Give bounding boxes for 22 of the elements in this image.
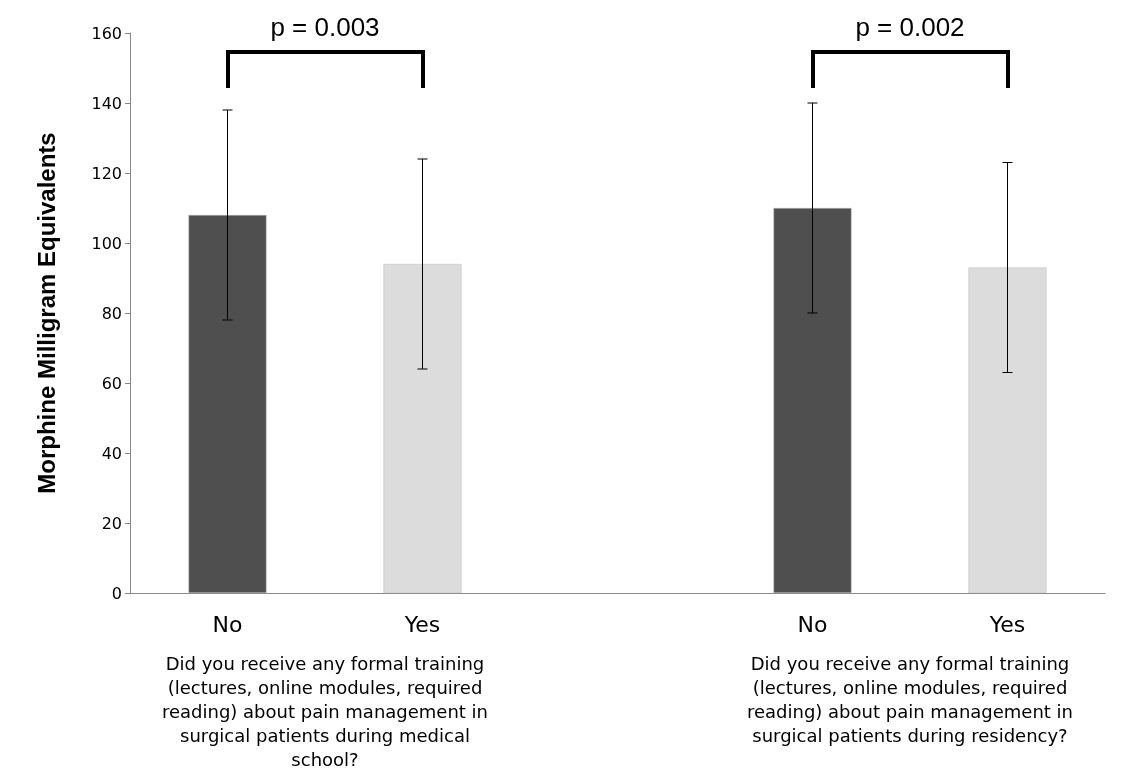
y-tick-label: 60 <box>101 373 122 393</box>
text: Did you receive any formal training (lectures, online modules, required reading) about pain management in surgical patients during residency? <box>745 652 1075 748</box>
y-tick-label: 20 <box>101 513 122 533</box>
annotation: p = 0.003 <box>270 12 380 43</box>
y-tick-label: 40 <box>101 443 122 463</box>
bar <box>968 267 1047 593</box>
bar <box>773 208 852 593</box>
bar <box>383 264 462 593</box>
text: Did you receive any formal training (lectures, online modules, required reading) about pain management in surgical patients during medical school? <box>160 652 490 772</box>
y-tick-label: 80 <box>101 303 122 323</box>
y-tick-label: 0 <box>111 583 122 603</box>
y-tick-label: 160 <box>91 23 122 43</box>
y-tick-label: 140 <box>91 93 122 113</box>
x-tick-label: No <box>212 611 243 637</box>
x-tick-label: No <box>797 611 828 637</box>
bar <box>188 215 267 593</box>
y-axis-title: Morphine Milligram Equivalents <box>32 132 60 494</box>
y-tick-label: 100 <box>91 233 122 253</box>
x-tick-label: Yes <box>988 611 1026 637</box>
x-tick-label: Yes <box>403 611 441 637</box>
annotation: p = 0.002 <box>855 12 965 43</box>
y-tick-label: 120 <box>91 163 122 183</box>
